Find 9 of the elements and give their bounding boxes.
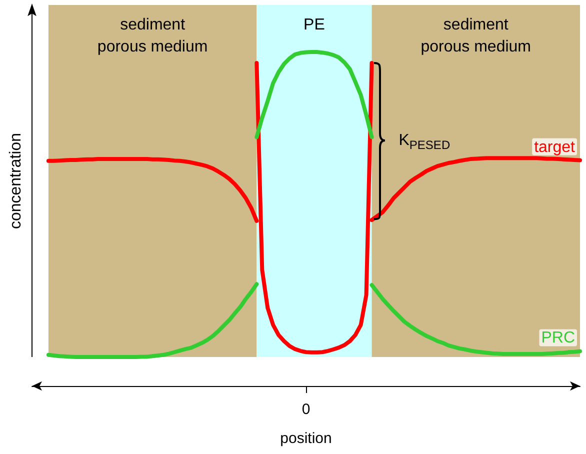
series-label: PRC — [541, 330, 575, 347]
x-axis-title: position — [280, 430, 332, 447]
y-axis-title: concentration — [8, 132, 24, 230]
text: 0 — [302, 401, 310, 418]
text: PE — [304, 16, 325, 34]
annotation: K$_{PESED}$ — [398, 132, 450, 152]
series-label: target — [534, 138, 576, 156]
annotation: sediment porous medium — [97, 16, 208, 56]
annotation: sediment porous medium — [420, 16, 532, 56]
